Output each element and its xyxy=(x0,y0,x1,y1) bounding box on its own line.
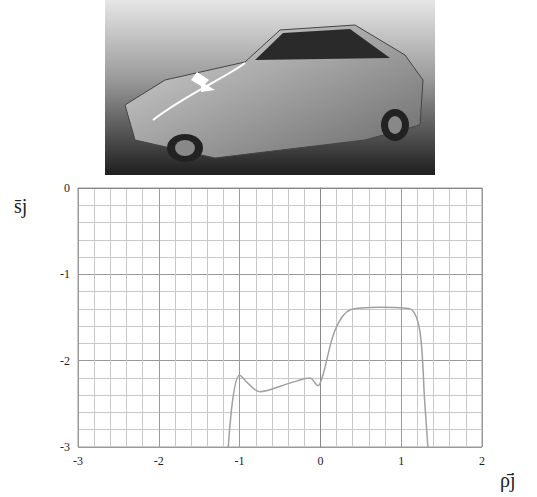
svg-text:-1: -1 xyxy=(60,267,70,281)
svg-text:s̄j: s̄j xyxy=(14,195,27,218)
svg-text:2: 2 xyxy=(479,454,485,468)
svg-text:0: 0 xyxy=(317,454,323,468)
svg-text:-2: -2 xyxy=(154,454,164,468)
svg-text:-1: -1 xyxy=(235,454,245,468)
svg-text:1: 1 xyxy=(398,454,404,468)
svg-text:-2: -2 xyxy=(60,354,70,368)
svg-text:0: 0 xyxy=(64,181,70,195)
svg-text:-3: -3 xyxy=(60,440,70,454)
svg-text:-3: -3 xyxy=(73,454,83,468)
svg-text:ρ̄j: ρ̄j xyxy=(500,469,516,492)
